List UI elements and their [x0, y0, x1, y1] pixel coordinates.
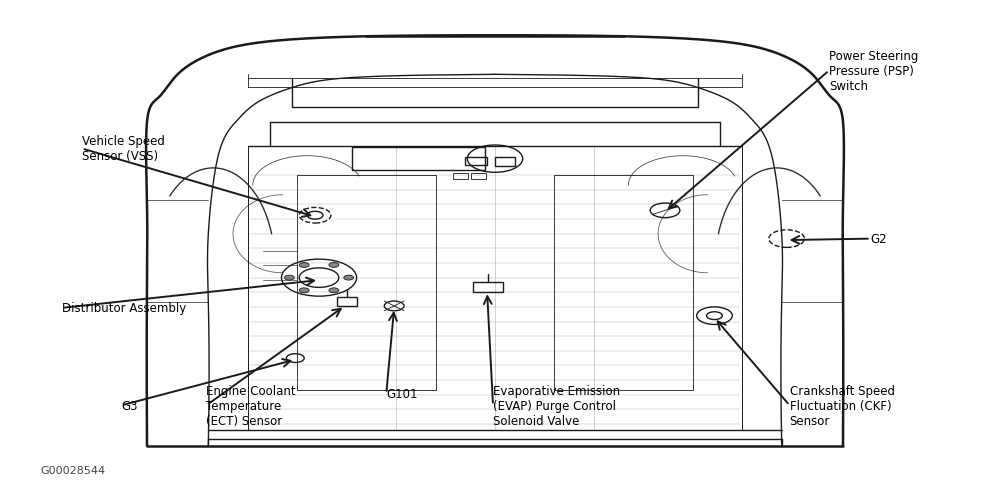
Text: G2: G2 — [870, 233, 887, 245]
Bar — [465, 158, 487, 166]
Circle shape — [329, 263, 339, 268]
Bar — [471, 174, 486, 180]
Text: Engine Coolant
Temperature
(ECT) Sensor: Engine Coolant Temperature (ECT) Sensor — [206, 384, 296, 427]
Text: G00028544: G00028544 — [41, 465, 105, 475]
Bar — [473, 282, 503, 293]
Bar — [495, 158, 515, 167]
Circle shape — [344, 276, 353, 281]
Bar — [248, 147, 742, 430]
Text: Evaporative Emission
(EVAP) Purge Control
Solenoid Valve: Evaporative Emission (EVAP) Purge Contro… — [493, 384, 620, 427]
Circle shape — [329, 288, 339, 293]
Bar — [337, 298, 356, 306]
Circle shape — [284, 276, 294, 281]
Text: Distributor Assembly: Distributor Assembly — [62, 302, 186, 315]
Circle shape — [299, 288, 309, 293]
Text: Crankshaft Speed
Fluctuation (CKF)
Sensor: Crankshaft Speed Fluctuation (CKF) Senso… — [790, 384, 895, 427]
Text: G3: G3 — [122, 399, 138, 412]
Bar — [453, 174, 468, 180]
Bar — [351, 148, 485, 171]
Circle shape — [299, 263, 309, 268]
Text: Vehicle Speed
Sensor (VSS): Vehicle Speed Sensor (VSS) — [82, 135, 164, 163]
Text: G101: G101 — [386, 387, 418, 400]
Text: Power Steering
Pressure (PSP)
Switch: Power Steering Pressure (PSP) Switch — [830, 50, 919, 93]
